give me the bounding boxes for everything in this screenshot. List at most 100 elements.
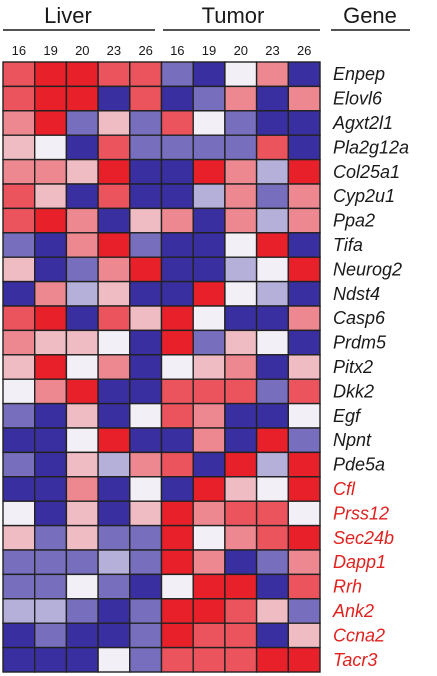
heatmap-cell bbox=[224, 232, 258, 258]
column-label: 23 bbox=[107, 43, 121, 58]
heatmap-cell bbox=[34, 402, 68, 429]
heatmap-cell bbox=[255, 598, 290, 624]
heatmap-cell bbox=[2, 451, 36, 478]
heatmap-cell bbox=[160, 305, 194, 332]
heatmap-cell bbox=[255, 158, 290, 185]
heatmap-cell bbox=[255, 85, 290, 112]
heatmap-cell bbox=[255, 354, 290, 380]
heatmap-cell bbox=[224, 183, 258, 210]
heatmap-cell bbox=[192, 646, 226, 673]
heatmap-cell bbox=[97, 427, 131, 454]
heatmap-cell bbox=[2, 427, 36, 454]
heatmap-cell bbox=[65, 598, 99, 624]
heatmap-cell bbox=[160, 85, 194, 112]
heatmap-cell bbox=[192, 134, 226, 161]
heatmap-cell bbox=[192, 500, 226, 527]
heatmap-cell bbox=[97, 329, 131, 356]
heatmap-cell bbox=[160, 354, 194, 380]
heatmap-cell bbox=[97, 134, 131, 161]
heatmap-cell bbox=[255, 476, 290, 502]
heatmap-cell bbox=[160, 524, 194, 551]
heatmap-cell bbox=[65, 110, 99, 136]
heatmap-cell bbox=[97, 354, 131, 380]
heatmap-cell bbox=[192, 207, 226, 234]
heatmap-cell bbox=[255, 524, 290, 551]
heatmap-cell bbox=[34, 646, 68, 673]
heatmap-cell bbox=[192, 232, 226, 258]
heatmap-cell bbox=[160, 427, 194, 454]
heatmap-cell bbox=[224, 646, 258, 673]
heatmap-cell bbox=[129, 256, 163, 283]
heatmap-cell bbox=[129, 598, 163, 624]
heatmap-cell bbox=[2, 646, 36, 673]
heatmap-cell bbox=[255, 402, 290, 429]
heatmap-cell bbox=[65, 427, 99, 454]
heatmap-cell bbox=[2, 573, 36, 600]
heatmap-cell bbox=[192, 256, 226, 283]
heatmap-cell bbox=[192, 183, 226, 210]
heatmap-cell bbox=[224, 476, 258, 502]
heatmap-cell bbox=[34, 207, 68, 234]
heatmap-cell bbox=[160, 110, 194, 136]
heatmap-cell bbox=[34, 476, 68, 502]
heatmap-cell bbox=[287, 85, 321, 112]
heatmap-cell bbox=[2, 280, 36, 307]
heatmap-cell bbox=[97, 622, 131, 649]
gene-label: Col25a1 bbox=[333, 162, 400, 182]
heatmap-cell bbox=[287, 232, 321, 258]
gene-label: Cfl bbox=[333, 479, 356, 499]
heatmap-cell bbox=[287, 354, 321, 380]
heatmap-cell bbox=[97, 232, 131, 258]
heatmap-cell bbox=[287, 61, 321, 88]
column-label: 26 bbox=[297, 43, 311, 58]
heatmap-cell bbox=[192, 354, 226, 380]
heatmap-cell bbox=[97, 305, 131, 332]
heatmap-cell bbox=[65, 305, 99, 332]
heatmap-cell bbox=[2, 256, 36, 283]
heatmap-cell bbox=[160, 329, 194, 356]
heatmap-cell bbox=[192, 598, 226, 624]
heatmap-cell bbox=[129, 232, 163, 258]
gene-label: Casp6 bbox=[333, 308, 386, 328]
heatmap-cell bbox=[255, 134, 290, 161]
heatmap-cell bbox=[65, 451, 99, 478]
column-label: 20 bbox=[75, 43, 89, 58]
gene-label: Prdm5 bbox=[333, 333, 387, 353]
heatmap-cell bbox=[287, 427, 321, 454]
heatmap-cell bbox=[65, 476, 99, 502]
gene-labels: Enpep Elovl6 Agxt2l1 Pla2g12a Col25a1 Cyp2u1 P… bbox=[332, 64, 409, 670]
heatmap-cell bbox=[2, 378, 36, 405]
gene-label: Elovl6 bbox=[333, 89, 383, 109]
heatmap-cell bbox=[97, 85, 131, 112]
heatmap-cell bbox=[224, 256, 258, 283]
heatmap-cell bbox=[160, 598, 194, 624]
heatmap-cell bbox=[287, 402, 321, 429]
heatmap-cell bbox=[129, 305, 163, 332]
gene-label: Tifa bbox=[333, 235, 363, 255]
heatmap-cell bbox=[65, 524, 99, 551]
heatmap-cell bbox=[160, 451, 194, 478]
heatmap-cell bbox=[65, 573, 99, 600]
heatmap-cell bbox=[255, 305, 290, 332]
heatmap-cell bbox=[224, 85, 258, 112]
heatmap-cell bbox=[97, 61, 131, 88]
heatmap-cell bbox=[2, 207, 36, 234]
heatmap-cell bbox=[287, 646, 321, 673]
heatmap-cell bbox=[129, 207, 163, 234]
heatmap-cell bbox=[2, 549, 36, 576]
heatmap-cell bbox=[34, 598, 68, 624]
heatmap-cell bbox=[192, 476, 226, 502]
heatmap-cell bbox=[129, 524, 163, 551]
heatmap-cell bbox=[65, 622, 99, 649]
heatmap-cell bbox=[192, 61, 226, 88]
heatmap-cell bbox=[255, 207, 290, 234]
heatmap-cell bbox=[34, 305, 68, 332]
heatmap-cell bbox=[224, 622, 258, 649]
column-label: 26 bbox=[138, 43, 152, 58]
heatmap-cell bbox=[2, 134, 36, 161]
heatmap-cell bbox=[97, 646, 131, 673]
heatmap-cell bbox=[129, 451, 163, 478]
heatmap-cell bbox=[160, 500, 194, 527]
heatmap-cell bbox=[34, 85, 68, 112]
